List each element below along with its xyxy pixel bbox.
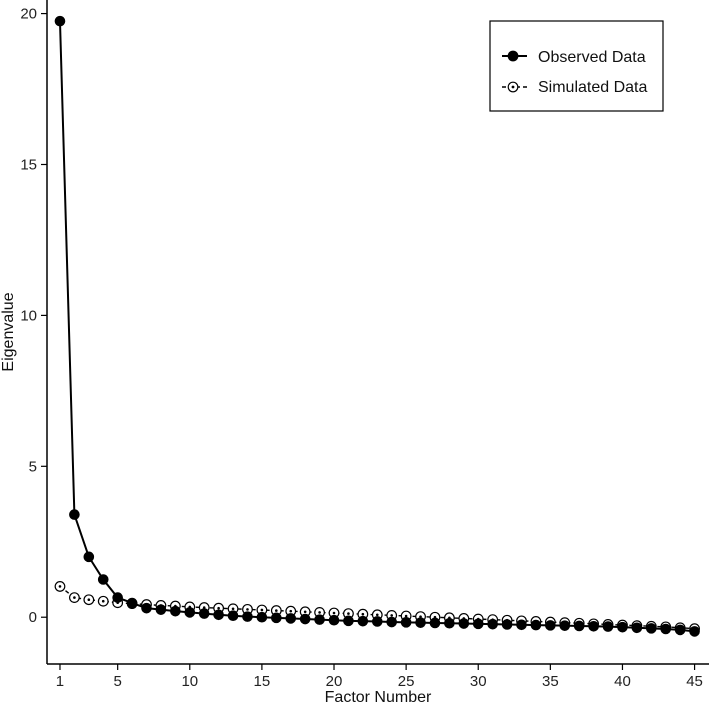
simulated-data-point-center [275, 609, 278, 612]
observed-data-point [617, 621, 628, 633]
y-tick-label: 0 [29, 609, 37, 626]
observed-data-point [588, 620, 599, 632]
observed-data-point [343, 615, 354, 627]
observed-data-point [545, 620, 556, 631]
observed-data-point [429, 617, 441, 629]
observed-data-point [198, 608, 210, 619]
simulated-data-point-center [361, 612, 365, 616]
y-tick-label: 15 [20, 156, 37, 173]
x-tick-label: 35 [542, 673, 559, 690]
legend-box [489, 20, 664, 112]
observed-data-point [660, 623, 672, 635]
observed-data-point [646, 623, 657, 634]
observed-data-point [170, 605, 181, 617]
observed-data-point [516, 619, 527, 631]
y-tick-label: 10 [20, 307, 37, 324]
observed-data-point [602, 621, 614, 632]
simulated-data-point-center [375, 613, 379, 617]
observed-data-point [69, 509, 80, 520]
observed-data-point [227, 610, 239, 622]
legend: Observed Data Simulated Data [489, 20, 664, 112]
simulated-data-point-center [318, 611, 321, 614]
x-tick-label: 1 [56, 673, 64, 690]
simulated-data-point-center [58, 585, 62, 588]
simulated-data-point-center [231, 607, 235, 611]
x-tick-label: 40 [614, 673, 631, 690]
observed-data-point [112, 592, 123, 603]
x-axis-title: Factor Number [325, 689, 432, 706]
simulated-data-point-center [87, 598, 91, 602]
observed-data-point [371, 616, 383, 627]
legend-observed-label: Observed Data [538, 49, 646, 66]
observed-data-point [357, 615, 369, 627]
observed-data-point [83, 551, 95, 563]
observed-data-point [689, 626, 700, 637]
observed-data-point [501, 619, 513, 630]
observed-data-point [328, 614, 340, 626]
observed-data-point [54, 15, 66, 27]
x-tick-label: 45 [686, 673, 703, 690]
observed-data-point [674, 624, 686, 636]
observed-data-point [386, 616, 398, 628]
observed-data-point [213, 609, 224, 621]
simulated-data-point-center [390, 614, 394, 617]
simulated-data-point-center [289, 609, 293, 613]
observed-data-point [487, 618, 498, 630]
x-axis-ticks: 1 5 10 15 20 25 30 35 40 45 [56, 664, 703, 690]
observed-data-point [184, 607, 196, 618]
simulated-data-point-center [419, 615, 422, 618]
x-tick-label: 15 [254, 673, 271, 690]
simulated-data-point-center [73, 596, 76, 599]
plot-area [54, 15, 700, 637]
legend-simulated-marker-center [511, 85, 515, 89]
simulated-data-point-center [202, 606, 206, 609]
simulated-data-point-center [246, 608, 249, 611]
legend-observed-marker [507, 50, 519, 62]
observed-data-point [155, 604, 167, 615]
x-tick-label: 20 [326, 673, 343, 690]
observed-data-line [58, 21, 695, 633]
observed-data-point [631, 622, 643, 634]
observed-data-point [285, 613, 297, 624]
observed-data-point [530, 619, 542, 631]
x-tick-label: 10 [181, 673, 198, 690]
x-tick-label: 30 [470, 673, 487, 690]
simulated-data-point-center [404, 614, 408, 618]
observed-data-point [400, 617, 412, 628]
observed-data-point [242, 611, 253, 622]
observed-data-point [299, 613, 311, 625]
observed-data-point [256, 611, 268, 623]
simulated-data-point-center [260, 608, 264, 612]
observed-data-point [141, 602, 152, 614]
y-axis-title: Eigenvalue [0, 292, 17, 371]
x-tick-label: 25 [398, 673, 415, 690]
observed-data-point [458, 618, 470, 629]
observed-data-point [573, 620, 585, 632]
observed-data-point [472, 618, 484, 630]
y-tick-label: 20 [20, 6, 37, 23]
observed-data-point [97, 574, 109, 585]
observed-data-point [559, 620, 571, 631]
observed-data-point [271, 612, 282, 624]
simulated-data-point-center [217, 606, 220, 610]
simulated-data-point-center [332, 611, 336, 615]
observed-data-point [126, 597, 138, 609]
simulated-data-point-center [101, 599, 105, 603]
observed-data-point [415, 617, 426, 628]
y-tick-label: 5 [29, 458, 37, 475]
legend-simulated-label: Simulated Data [538, 79, 647, 96]
simulated-data-point-center [347, 612, 350, 615]
y-axis-ticks: 0 5 10 15 20 [20, 6, 47, 626]
x-tick-label: 5 [113, 673, 121, 690]
axes [46, 0, 709, 665]
simulated-data-point-center [303, 610, 307, 614]
observed-data-point [444, 617, 455, 629]
observed-data-point [314, 614, 325, 625]
